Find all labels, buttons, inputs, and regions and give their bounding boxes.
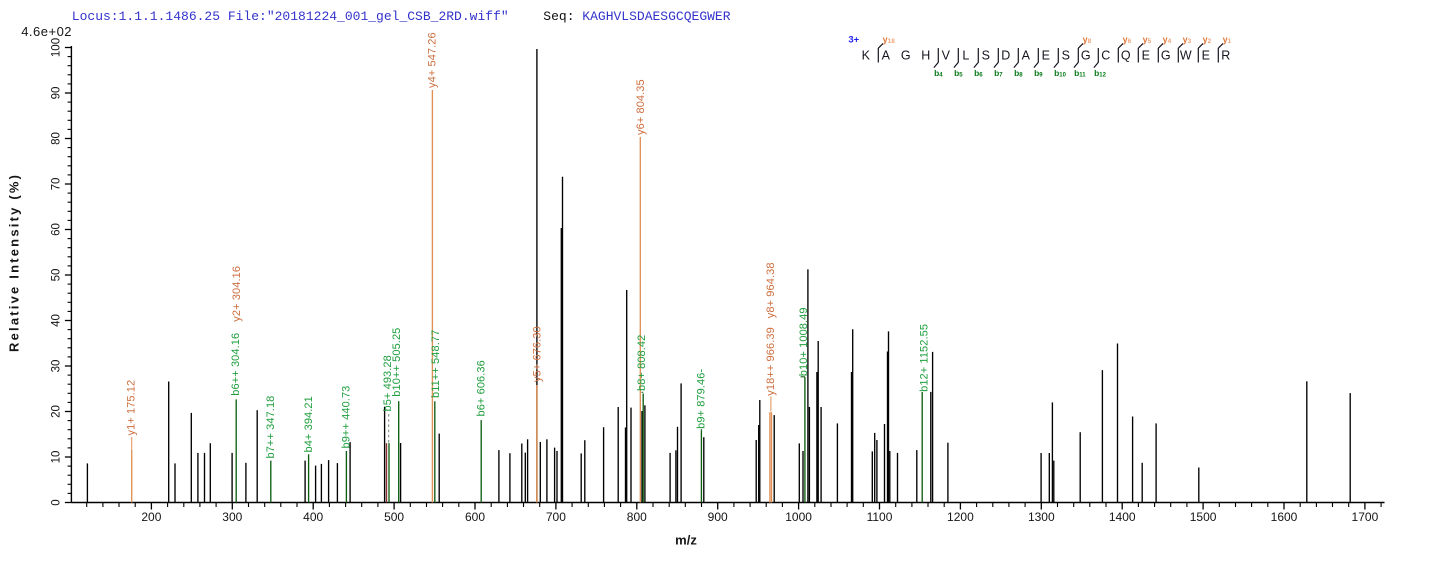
svg-text:b7: b7 <box>994 68 1003 79</box>
svg-text:400: 400 <box>303 510 323 524</box>
svg-text:b11++ 548.77: b11++ 548.77 <box>430 330 442 398</box>
svg-text:y6: y6 <box>1123 35 1132 46</box>
svg-text:V: V <box>942 49 951 63</box>
svg-text:3+: 3+ <box>848 34 859 45</box>
svg-text:E: E <box>1202 49 1210 63</box>
svg-text:b9++ 440.73: b9++ 440.73 <box>341 386 353 449</box>
svg-text:1600: 1600 <box>1271 510 1298 524</box>
svg-text:Q: Q <box>1121 49 1131 63</box>
svg-text:G: G <box>1081 49 1091 63</box>
svg-text:600: 600 <box>465 510 485 524</box>
svg-text:b5+ 493.28: b5+ 493.28 <box>382 355 394 411</box>
svg-text:50: 50 <box>51 269 63 282</box>
svg-text:b10: b10 <box>1054 68 1067 79</box>
svg-text:y18: y18 <box>883 35 896 46</box>
svg-text:b9: b9 <box>1034 68 1043 79</box>
svg-text:y6+ 804.35: y6+ 804.35 <box>635 79 647 135</box>
svg-text:b10+ 1008.49: b10+ 1008.49 <box>798 307 810 376</box>
svg-text:E: E <box>1042 49 1050 63</box>
svg-text:80: 80 <box>51 132 63 145</box>
svg-text:4.6e+02: 4.6e+02 <box>21 24 72 39</box>
svg-text:G: G <box>1161 49 1171 63</box>
svg-text:S: S <box>982 49 990 63</box>
svg-text:Locus:1.1.1.1486.25 File:"2018: Locus:1.1.1.1486.25 File:"20181224_001_g… <box>72 9 509 24</box>
svg-text:b8+ 808.42: b8+ 808.42 <box>636 335 648 391</box>
svg-text:1300: 1300 <box>1028 510 1055 524</box>
svg-text:b5: b5 <box>954 68 963 79</box>
svg-text:10: 10 <box>51 451 63 464</box>
svg-text:800: 800 <box>627 510 647 524</box>
svg-text:300: 300 <box>222 510 242 524</box>
svg-text:20: 20 <box>51 405 63 418</box>
svg-text:m/z: m/z <box>675 533 697 548</box>
svg-text:b11: b11 <box>1074 68 1086 79</box>
svg-text:y5: y5 <box>1143 35 1152 46</box>
svg-text:D: D <box>1001 49 1010 63</box>
svg-text:200: 200 <box>141 510 161 524</box>
svg-text:W: W <box>1180 49 1192 63</box>
svg-text:60: 60 <box>51 223 63 236</box>
svg-text:Seq:: Seq: <box>543 9 574 24</box>
svg-text:900: 900 <box>708 510 728 524</box>
svg-text:y4: y4 <box>1163 35 1172 46</box>
svg-text:70: 70 <box>51 178 63 191</box>
svg-text:A: A <box>1022 49 1031 63</box>
svg-text:b4: b4 <box>934 68 943 79</box>
svg-text:1000: 1000 <box>785 510 812 524</box>
svg-text:y1+ 175.12: y1+ 175.12 <box>126 380 138 436</box>
svg-text:b8: b8 <box>1014 68 1023 79</box>
svg-text:y4+ 547.26: y4+ 547.26 <box>426 32 438 88</box>
svg-text:1700: 1700 <box>1352 510 1379 524</box>
svg-text:700: 700 <box>546 510 566 524</box>
svg-text:y8: y8 <box>1083 35 1092 46</box>
svg-text:A: A <box>882 49 891 63</box>
svg-text:1400: 1400 <box>1109 510 1136 524</box>
svg-text:R: R <box>1221 49 1230 63</box>
svg-text:100: 100 <box>51 38 63 57</box>
svg-text:Relative Intensity (%): Relative Intensity (%) <box>6 173 21 352</box>
svg-text:1500: 1500 <box>1190 510 1217 524</box>
svg-text:500: 500 <box>384 510 404 524</box>
svg-text:y2: y2 <box>1203 35 1212 46</box>
svg-text:b9+ 879.46-: b9+ 879.46- <box>696 369 708 429</box>
svg-text:KAGHVLSDAESGCQEGWER: KAGHVLSDAESGCQEGWER <box>582 9 730 24</box>
svg-text:y3: y3 <box>1183 35 1192 46</box>
svg-text:K: K <box>862 49 871 63</box>
svg-text:b10++ 505.25: b10++ 505.25 <box>391 328 403 397</box>
svg-text:30: 30 <box>51 360 63 373</box>
svg-text:b7++ 347.18: b7++ 347.18 <box>265 396 277 459</box>
svg-text:0: 0 <box>51 499 63 505</box>
svg-text:y1: y1 <box>1223 35 1232 46</box>
svg-text:b12: b12 <box>1094 68 1107 79</box>
svg-text:40: 40 <box>51 314 63 327</box>
svg-text:y5+ 676.30: y5+ 676.30 <box>531 326 543 382</box>
svg-text:E: E <box>1142 49 1150 63</box>
svg-text:1200: 1200 <box>947 510 974 524</box>
svg-text:b4+ 394.21: b4+ 394.21 <box>303 396 315 452</box>
svg-text:b12+ 1152.55: b12+ 1152.55 <box>919 324 931 392</box>
svg-text:y8+ 964.38: y8+ 964.38 <box>765 262 777 318</box>
svg-text:90: 90 <box>51 87 63 100</box>
svg-text:y2+ 304.16: y2+ 304.16 <box>231 266 243 322</box>
svg-text:C: C <box>1101 49 1110 63</box>
svg-text:b6+ 606.36: b6+ 606.36 <box>475 360 487 416</box>
svg-text:y18++ 966.39: y18++ 966.39 <box>765 327 777 395</box>
svg-text:b6: b6 <box>974 68 983 79</box>
svg-text:L: L <box>962 49 969 63</box>
svg-text:b6++ 304.16: b6++ 304.16 <box>230 333 242 396</box>
svg-text:H: H <box>921 49 930 63</box>
svg-text:S: S <box>1062 49 1070 63</box>
svg-text:1100: 1100 <box>867 510 893 524</box>
svg-text:G: G <box>901 49 911 63</box>
